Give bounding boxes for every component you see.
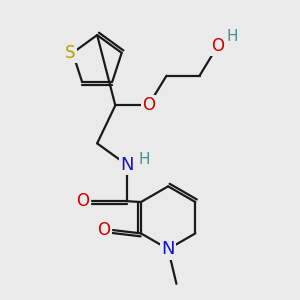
Text: H: H [138, 152, 150, 167]
Text: O: O [142, 96, 155, 114]
Text: O: O [76, 192, 89, 210]
Text: H: H [227, 28, 238, 44]
Text: S: S [65, 44, 75, 62]
Text: O: O [98, 221, 110, 239]
Text: N: N [120, 156, 134, 174]
Text: O: O [211, 37, 224, 55]
Text: N: N [161, 240, 175, 258]
